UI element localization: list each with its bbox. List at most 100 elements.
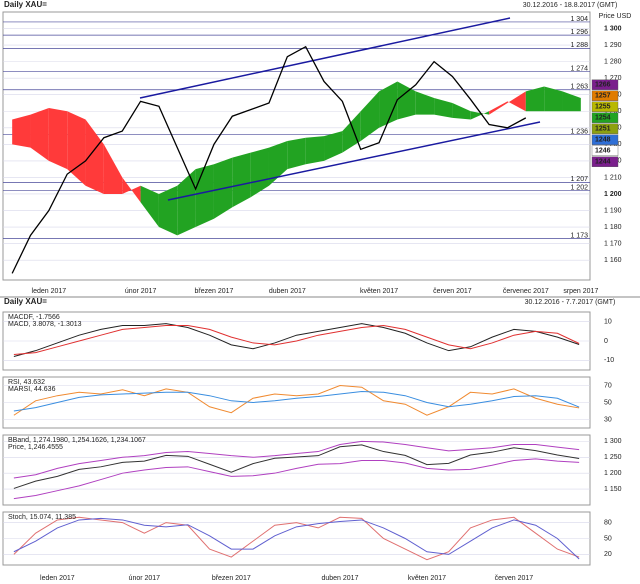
- legend-entry: Stoch, 15.074, 11.385: [8, 514, 76, 521]
- cloud-segment: [305, 136, 325, 165]
- cloud-segment: [48, 107, 68, 170]
- cloud-segment: [507, 91, 526, 112]
- price-tag: [591, 79, 619, 90]
- x-tick-label: srpen 2017: [563, 288, 598, 295]
- level-label: 1 274: [570, 65, 588, 72]
- cloud-segment: [360, 91, 380, 142]
- trend-channel: [167, 121, 541, 201]
- y-tick-label: 1 290: [604, 42, 622, 49]
- y-tick-label: 0: [604, 338, 608, 345]
- y-tick-label: 1 200: [604, 191, 622, 198]
- series-line: [13, 390, 580, 412]
- x-tick-label: červen 2017: [495, 575, 534, 582]
- cloud-segment: [177, 169, 196, 236]
- x-tick-label: červenec 2017: [503, 288, 549, 295]
- legend-entry: MACDF, -1.7566: [8, 314, 60, 321]
- y-tick-label: 1 170: [604, 240, 622, 247]
- cloud-segment: [525, 86, 545, 112]
- level-label: 1 263: [570, 84, 588, 91]
- x-tick-label: duben 2017: [269, 288, 306, 295]
- x-tick-label: květen 2017: [408, 575, 446, 582]
- trend-channel: [139, 17, 511, 99]
- price-tag-label: 1255: [595, 104, 611, 111]
- level-label: 1 202: [570, 185, 588, 192]
- cloud-segment: [30, 107, 49, 161]
- price-tag-label: 1251: [595, 126, 611, 133]
- x-tick-label: květen 2017: [360, 288, 398, 295]
- cloud-segment: [397, 81, 416, 120]
- y-tick-label: 50: [604, 535, 612, 542]
- cloud-segment: [342, 111, 361, 153]
- y-tick-label: 1 210: [604, 174, 622, 181]
- legend-entry: Price, 1,246.4555: [8, 444, 63, 451]
- cloud-segment: [85, 119, 104, 194]
- price-tag-label: 1244: [595, 159, 611, 166]
- cloud-segment: [287, 137, 306, 170]
- x-tick-label: duben 2017: [321, 575, 358, 582]
- price-tag: [591, 134, 619, 145]
- cloud-segment: [324, 131, 343, 161]
- x-tick-label: leden 2017: [40, 575, 75, 582]
- cloud-segment: [452, 102, 471, 120]
- y-tick-label: 30: [604, 416, 612, 423]
- series-line: [13, 516, 580, 561]
- series-line: [13, 323, 580, 357]
- cloud-segment: [12, 114, 31, 148]
- y-tick-label: 1 200: [604, 470, 622, 477]
- y-tick-label: 20: [604, 551, 612, 558]
- x-tick-label: březen 2017: [194, 288, 233, 295]
- y-tick-label: -10: [604, 357, 614, 364]
- plot-frame: [2, 434, 591, 506]
- price-tag: [591, 112, 619, 123]
- chart-subtitle: 30.12.2016 - 7.7.2017 (GMT): [525, 299, 616, 306]
- y-axis-label: Price USD: [599, 13, 632, 20]
- cloud-segment: [67, 111, 86, 186]
- price-tag: [591, 101, 619, 112]
- level-label: 1 236: [570, 128, 588, 135]
- y-tick-label: 1 300: [604, 25, 622, 32]
- price-tag: [591, 90, 619, 101]
- cloud-segment: [122, 177, 141, 203]
- x-tick-label: červen 2017: [433, 288, 472, 295]
- level-label: 1 304: [570, 16, 588, 23]
- cloud-segment: [379, 81, 398, 128]
- plot-frame: [2, 11, 591, 281]
- price-tag-label: 1248: [595, 137, 611, 144]
- legend-entry: BBand, 1,274.1980, 1,254.1626, 1,234.106…: [8, 437, 146, 444]
- chart-title: Daily XAU=: [4, 0, 47, 9]
- level-label: 1 173: [570, 232, 588, 239]
- y-tick-label: 10: [604, 319, 612, 326]
- cloud-segment: [195, 164, 214, 228]
- price-tag-label: 1254: [595, 115, 611, 122]
- chart-subtitle: 30.12.2016 - 18.8.2017 (GMT): [523, 2, 618, 9]
- cloud-segment: [158, 185, 178, 236]
- price-tag-label: 1257: [595, 93, 611, 100]
- cloud-segment: [268, 141, 288, 186]
- price-tag: [591, 156, 619, 167]
- legend-entry: MARSI, 44.636: [8, 386, 56, 393]
- x-tick-label: březen 2017: [212, 575, 251, 582]
- y-tick-label: 50: [604, 399, 612, 406]
- level-label: 1 288: [570, 42, 588, 49]
- y-tick-label: 1 270: [604, 75, 622, 82]
- y-tick-label: 1 190: [604, 207, 622, 214]
- level-label: 1 207: [570, 176, 588, 183]
- x-tick-label: únor 2017: [125, 288, 157, 295]
- y-tick-label: 1 160: [604, 257, 622, 264]
- series-line: [13, 458, 580, 500]
- chart-title: Daily XAU=: [4, 297, 47, 306]
- cloud-segment: [415, 91, 435, 115]
- y-tick-label: 1 180: [604, 224, 622, 231]
- cloud-segment: [140, 185, 159, 228]
- cloud-segment: [103, 144, 123, 194]
- price-tag: [591, 123, 619, 134]
- series-line: [13, 440, 580, 479]
- series-line: [13, 517, 580, 560]
- cloud-segment: [250, 147, 269, 198]
- price-tag-label: 1266: [595, 82, 611, 89]
- cloud-segment: [489, 101, 508, 115]
- series-line: [11, 45, 527, 274]
- x-tick-label: leden 2017: [32, 288, 67, 295]
- price-tag-label: 1246: [595, 148, 611, 155]
